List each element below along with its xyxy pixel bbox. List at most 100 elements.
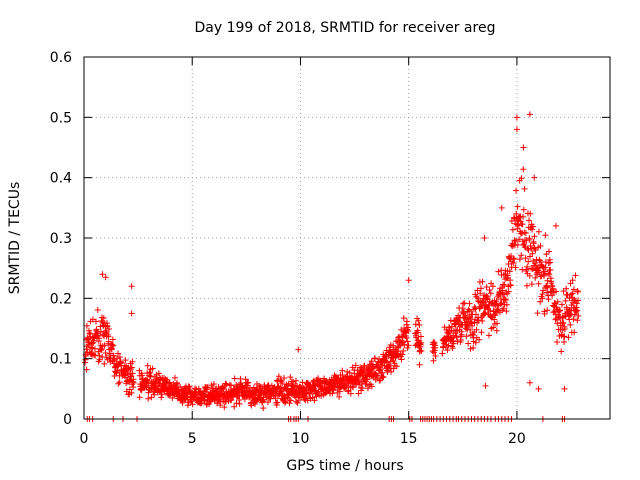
data-point [552,300,559,307]
data-point [273,402,280,409]
data-point [415,317,422,324]
data-point [115,380,122,387]
data-point [109,341,116,348]
data-point-outlier [128,310,135,317]
data-point [523,266,530,273]
data-point [489,283,496,290]
data-point [569,290,576,297]
data-point-outlier [102,274,109,281]
data-point [210,381,217,388]
data-point [377,366,384,373]
data-point [545,296,552,303]
data-point [306,390,313,397]
data-point [139,372,146,379]
data-point [228,382,235,389]
data-point [527,242,534,249]
data-point [448,323,455,330]
data-point [544,270,551,277]
data-point [536,269,543,276]
data-point [561,325,568,332]
data-point [453,334,460,341]
data-point [401,341,408,348]
data-point [494,320,501,327]
data-point [467,315,474,322]
data-point [368,367,375,374]
data-point [478,329,485,336]
data-point-outlier [128,283,135,290]
data-point [92,318,99,325]
data-point [460,300,467,307]
data-point [506,268,513,275]
data-point [122,374,129,381]
data-point [430,357,437,364]
data-point [525,258,532,265]
data-point [279,380,286,387]
data-point [126,386,133,393]
data-point [556,313,563,320]
data-point-outlier [416,361,423,368]
data-point [516,256,523,263]
data-point [534,310,541,317]
data-point [493,298,500,305]
axis-ticks [83,56,610,420]
data-point [184,393,191,400]
data-point [486,287,493,294]
data-point [541,272,548,279]
data-point [512,264,519,271]
data-point [208,382,215,389]
data-point [400,347,407,354]
data-point [395,348,402,355]
data-point [237,375,244,382]
x-tick-label: 15 [400,431,418,447]
data-point [216,396,223,403]
data-point [263,394,270,401]
data-point [466,314,473,321]
data-point [148,394,155,401]
data-point [128,373,135,380]
data-point-outlier [481,235,488,241]
data-point [487,290,494,297]
data-point [287,397,294,404]
data-point [529,226,536,233]
y-tick-labels: 0 0.1 0.2 0.3 0.4 0.5 0.6 [50,50,72,428]
data-point [385,361,392,368]
data-point [109,336,116,343]
data-point [544,307,551,314]
data-point [554,320,561,327]
data-point [511,256,518,263]
data-point [529,250,536,257]
data-point [537,243,544,250]
data-point [501,296,508,303]
data-point [158,394,165,401]
data-point [472,339,479,346]
x-axis-label: GPS time / hours [286,458,403,474]
data-point [388,368,395,375]
data-point [94,330,101,337]
data-point [382,355,389,362]
data-point [544,284,551,291]
y-tick-label: 0.3 [50,231,72,247]
data-point [467,326,474,333]
data-point [405,328,412,335]
data-point [221,404,228,411]
data-point [531,233,538,240]
data-point [522,229,529,236]
data-point [477,285,484,292]
data-point [101,360,108,367]
data-point [474,287,481,294]
data-point [473,326,480,333]
data-point [346,369,353,376]
data-point [431,347,438,354]
data-point [416,340,423,347]
data-point [245,379,252,386]
data-point [175,387,182,394]
data-point [520,166,527,173]
data-points [82,111,582,422]
data-point [503,308,510,315]
data-point [128,364,135,371]
data-point [129,358,136,365]
data-point [545,260,552,267]
data-point [573,300,580,307]
data-point [566,295,573,302]
data-point-outlier [498,204,505,211]
